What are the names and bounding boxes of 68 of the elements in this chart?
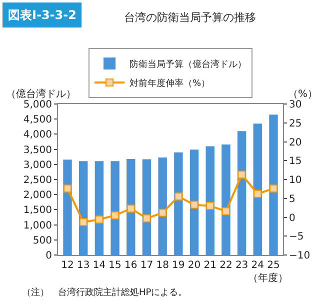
- point: [238, 170, 246, 179]
- point: [79, 218, 88, 226]
- y-tick-label: 3,000: [23, 160, 52, 171]
- y-tick-label: 2,000: [23, 190, 52, 202]
- bar: [222, 144, 230, 255]
- y-tick-label: 500: [32, 235, 52, 246]
- y2-tick-label: 15: [289, 156, 302, 168]
- x-tick-label: 17: [140, 260, 154, 271]
- bar: [158, 157, 167, 255]
- y2-tick-label: 0: [289, 212, 296, 224]
- x-tick-label: 12: [61, 260, 74, 271]
- x-tick-label: 25: [267, 260, 280, 271]
- chart-title: 図表Ⅰ-3-3-2: [8, 8, 76, 22]
- bar: [110, 161, 120, 255]
- x-tick-label: 14: [92, 260, 106, 271]
- point: [158, 208, 167, 217]
- bar: [269, 114, 278, 255]
- bar: [142, 159, 152, 255]
- y-tick-label: 5,000: [23, 100, 52, 110]
- x-tick-label: 21: [204, 260, 216, 271]
- bar: [174, 152, 183, 255]
- point: [254, 190, 262, 198]
- bar: [126, 158, 136, 255]
- y2-axis-title: （%）: [288, 89, 318, 100]
- y2-tick-label: −10: [289, 250, 310, 262]
- legend-label: 防衛当局予算（億台湾ドル）: [130, 59, 246, 70]
- bar: [190, 150, 199, 255]
- bar: [253, 124, 262, 255]
- x-tick-label: 16: [124, 260, 138, 271]
- y-axis-title: （億台湾ドル）: [6, 88, 76, 100]
- point: [126, 204, 135, 213]
- point: [222, 207, 230, 216]
- y2-tick-label: −5: [289, 232, 304, 243]
- y-tick-label: 3,500: [23, 144, 52, 156]
- point: [142, 214, 151, 222]
- point: [269, 184, 278, 193]
- x-tick-label: 15: [108, 260, 122, 271]
- point: [174, 192, 182, 200]
- chart-subtitle: 台湾の防衛当局予算の推移: [124, 11, 256, 24]
- x-tick-label: 24: [251, 260, 264, 271]
- x-tick-label: 18: [156, 260, 169, 271]
- y2-tick-label: 20: [289, 137, 302, 148]
- y2-tick-label: 5: [289, 194, 296, 205]
- x-tick-label: 22: [220, 260, 232, 271]
- y-tick-label: 0: [46, 250, 52, 262]
- x-axis-title: （年度）: [248, 272, 288, 284]
- x-tick-label: 19: [172, 260, 185, 271]
- bar: [237, 131, 246, 255]
- text: （注） 台湾行政院主計総処HPによる。: [22, 287, 188, 298]
- bar: [94, 161, 104, 255]
- x-tick-label: 20: [188, 260, 201, 271]
- y-tick-label: 4,500: [23, 114, 52, 126]
- point: [190, 200, 198, 209]
- y-tick-label: 4,000: [23, 130, 52, 141]
- bar: [206, 146, 214, 255]
- y-tick-label: 2,500: [23, 175, 52, 186]
- point: [206, 202, 214, 210]
- x-tick-label: 13: [76, 260, 90, 271]
- y2-tick-label: 25: [289, 118, 302, 130]
- point: [95, 216, 104, 224]
- point: [111, 211, 120, 220]
- y-tick-label: 1,000: [23, 220, 52, 232]
- point: [64, 184, 72, 193]
- y2-tick-label: 30: [289, 100, 302, 110]
- y2-tick-label: 10: [289, 175, 302, 186]
- x-tick-label: 23: [235, 260, 248, 271]
- y-tick-label: 1,500: [23, 205, 52, 216]
- legend-label: 対前年度伸率（%）: [130, 78, 210, 90]
